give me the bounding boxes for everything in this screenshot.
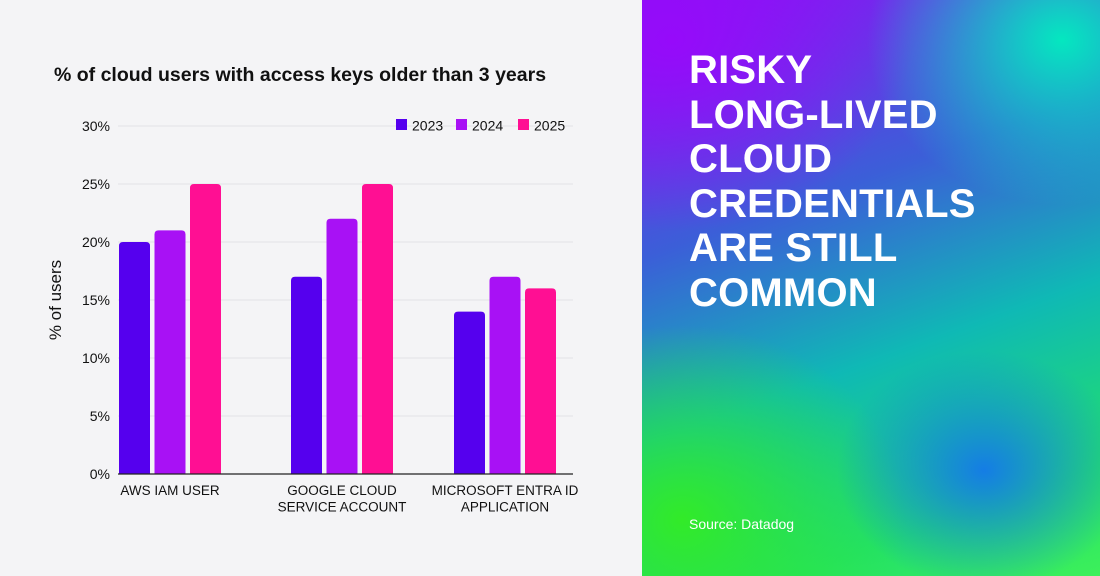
y-tick-label: 10%: [82, 350, 110, 366]
bar: [326, 218, 358, 474]
source-note: Source: Datadog: [689, 516, 795, 532]
headline-line: COMMON: [689, 270, 877, 315]
headline-line: LONG-LIVED: [689, 92, 938, 137]
x-category-label: MICROSOFT ENTRA ID: [432, 483, 579, 498]
y-tick-label: 25%: [82, 176, 110, 192]
y-tick-label: 20%: [82, 234, 110, 250]
bar: [362, 184, 393, 474]
bar: [454, 311, 485, 474]
y-tick-label: 30%: [82, 118, 110, 134]
bar: [154, 230, 186, 474]
bar-chart: 0% 5% 10% 15% 20% 25% 30% % of users AWS IAM USE…: [46, 118, 579, 515]
bar: [190, 184, 221, 474]
legend-label: 2023: [412, 118, 443, 134]
headline-line: CREDENTIALS: [689, 181, 976, 226]
headline-panel: RISKY LONG-LIVED CLOUD CREDENTIALS ARE S…: [642, 0, 1100, 576]
y-tick-label: 15%: [82, 292, 110, 308]
headline: RISKY LONG-LIVED CLOUD CREDENTIALS ARE S…: [689, 48, 976, 315]
bar: [291, 276, 322, 474]
headline-line: CLOUD: [689, 137, 833, 181]
legend-label: 2025: [534, 118, 565, 134]
headline-line: ARE STILL: [689, 226, 898, 270]
chart-panel: % of cloud users with access keys older …: [46, 64, 579, 515]
chart-title: % of cloud users with access keys older …: [54, 64, 547, 86]
legend-swatch: [518, 119, 529, 130]
bar: [119, 242, 150, 474]
x-category-label: AWS IAM USER: [120, 483, 220, 498]
legend-label: 2024: [472, 118, 503, 134]
headline-line: RISKY: [689, 48, 813, 92]
legend-swatch: [396, 119, 407, 130]
x-category-label: APPLICATION: [461, 500, 549, 515]
y-axis-title: % of users: [46, 260, 65, 340]
y-tick-label: 5%: [90, 408, 110, 424]
bar: [489, 276, 521, 474]
bar: [525, 288, 556, 474]
x-category-label: GOOGLE CLOUD: [287, 483, 397, 498]
x-category-label: SERVICE ACCOUNT: [278, 500, 407, 515]
y-tick-label: 0%: [90, 466, 110, 482]
legend-swatch: [456, 119, 467, 130]
